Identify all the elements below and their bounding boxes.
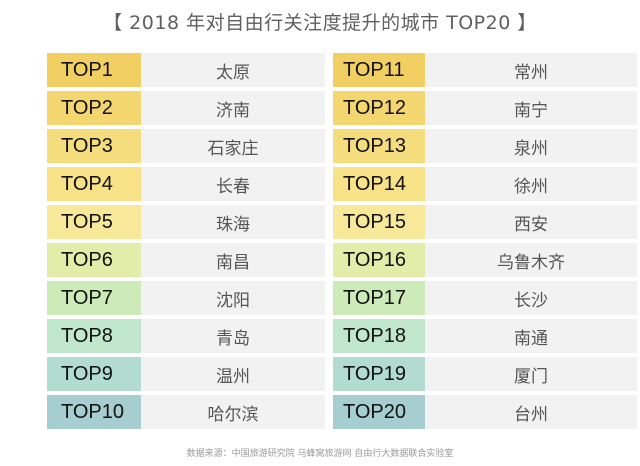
ranking-row: TOP16 乌鲁木齐	[333, 243, 637, 277]
rank-label: TOP5	[47, 205, 141, 239]
ranking-row: TOP11 常州	[333, 53, 637, 87]
city-name: 温州	[141, 357, 325, 391]
city-name: 南昌	[141, 243, 325, 277]
city-name: 青岛	[141, 319, 325, 353]
city-name: 珠海	[141, 205, 325, 239]
rank-label: TOP2	[47, 91, 141, 125]
rank-label: TOP19	[333, 357, 425, 391]
ranking-row: TOP10 哈尔滨	[47, 395, 325, 429]
city-name: 泉州	[425, 129, 637, 163]
rank-label: TOP14	[333, 167, 425, 201]
rank-label: TOP20	[333, 395, 425, 429]
rank-label: TOP12	[333, 91, 425, 125]
city-name: 南宁	[425, 91, 637, 125]
page-title: 【 2018 年对自由行关注度提升的城市 TOP20 】	[103, 12, 537, 34]
ranking-row: TOP7 沈阳	[47, 281, 325, 315]
city-name: 长春	[141, 167, 325, 201]
ranking-row: TOP1 太原	[47, 53, 325, 87]
city-name: 济南	[141, 91, 325, 125]
rank-label: TOP3	[47, 129, 141, 163]
ranking-row: TOP17 长沙	[333, 281, 637, 315]
ranking-row: TOP18 南通	[333, 319, 637, 353]
city-name: 太原	[141, 53, 325, 87]
ranking-row: TOP12 南宁	[333, 91, 637, 125]
rank-label: TOP13	[333, 129, 425, 163]
ranking-row: TOP5 珠海	[47, 205, 325, 239]
ranking-row: TOP20 台州	[333, 395, 637, 429]
ranking-row: TOP8 青岛	[47, 319, 325, 353]
rank-label: TOP11	[333, 53, 425, 87]
city-name: 南通	[425, 319, 637, 353]
city-name: 长沙	[425, 281, 637, 315]
ranking-row: TOP6 南昌	[47, 243, 325, 277]
rank-label: TOP1	[47, 53, 141, 87]
ranking-row: TOP13 泉州	[333, 129, 637, 163]
ranking-row: TOP2 济南	[47, 91, 325, 125]
city-name: 台州	[425, 395, 637, 429]
city-name: 西安	[425, 205, 637, 239]
rank-label: TOP8	[47, 319, 141, 353]
city-name: 乌鲁木齐	[425, 243, 637, 277]
city-name: 石家庄	[141, 129, 325, 163]
rank-label: TOP15	[333, 205, 425, 239]
rank-label: TOP7	[47, 281, 141, 315]
ranking-row: TOP3 石家庄	[47, 129, 325, 163]
city-name: 沈阳	[141, 281, 325, 315]
rank-label: TOP4	[47, 167, 141, 201]
source-footnote: 数据来源：中国旅游研究院 马蜂窝旅游网 自由行大数据联合实验室	[186, 449, 454, 459]
rank-label: TOP17	[333, 281, 425, 315]
city-name: 厦门	[425, 357, 637, 391]
city-name: 徐州	[425, 167, 637, 201]
rank-label: TOP18	[333, 319, 425, 353]
rank-label: TOP16	[333, 243, 425, 277]
ranking-row: TOP19 厦门	[333, 357, 637, 391]
ranking-row: TOP4 长春	[47, 167, 325, 201]
rank-label: TOP6	[47, 243, 141, 277]
rank-label: TOP10	[47, 395, 141, 429]
city-name: 哈尔滨	[141, 395, 325, 429]
ranking-row: TOP9 温州	[47, 357, 325, 391]
ranking-row: TOP15 西安	[333, 205, 637, 239]
city-name: 常州	[425, 53, 637, 87]
ranking-column-left: TOP1 太原 TOP2 济南 TOP3 石家庄 TOP4 长春 TOP5 珠海…	[47, 53, 325, 433]
ranking-row: TOP14 徐州	[333, 167, 637, 201]
rank-label: TOP9	[47, 357, 141, 391]
ranking-column-right: TOP11 常州 TOP12 南宁 TOP13 泉州 TOP14 徐州 TOP1…	[333, 53, 637, 433]
